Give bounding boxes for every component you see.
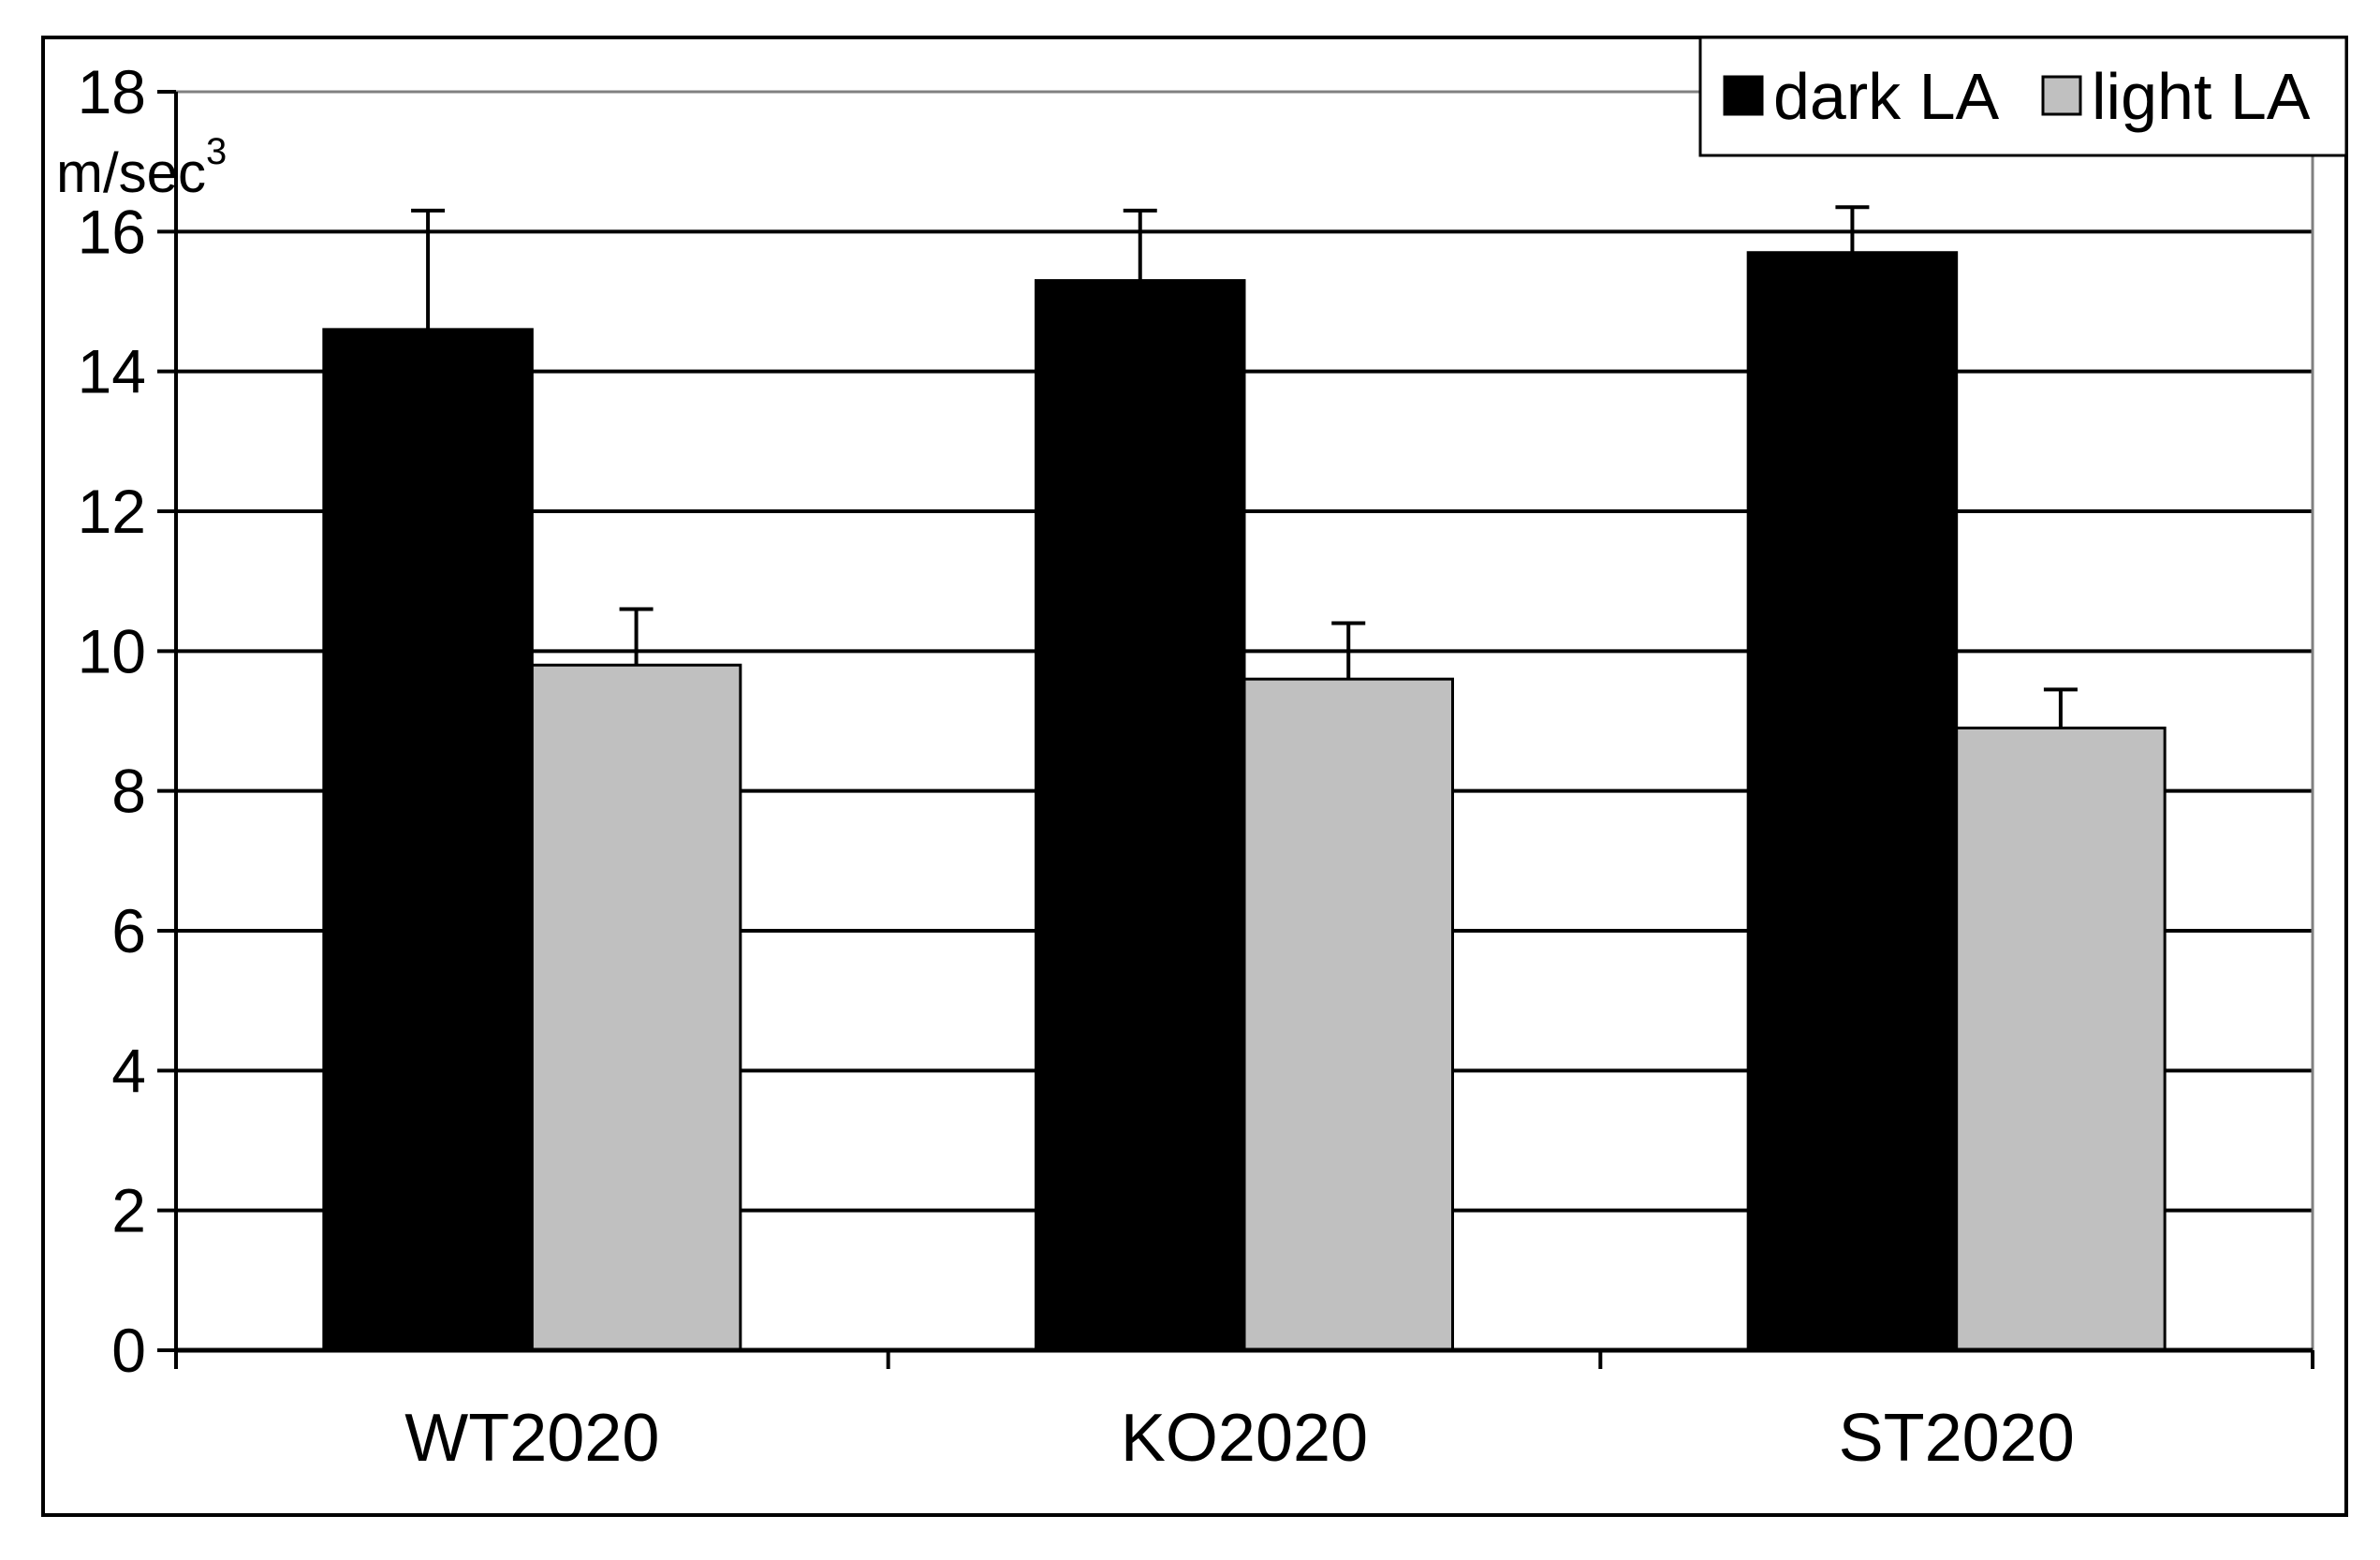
x-category-label: KO2020 [1121,1401,1368,1476]
y-unit-superscript: 3 [206,131,227,172]
legend-box [1698,36,2348,157]
y-tick-label: 8 [111,757,146,826]
legend-label: dark LA [1773,60,2000,133]
legend-swatch [2041,75,2082,116]
y-tick-label: 16 [78,197,146,266]
y-tick-label: 10 [78,616,146,685]
y-tick-label: 18 [78,57,146,126]
bar [322,328,534,1352]
x-category-label: ST2020 [1839,1401,2075,1476]
y-unit-label: m/sec3 [56,131,227,204]
y-tick-label: 14 [78,337,146,406]
y-tick-label: 2 [111,1176,146,1245]
bar [1242,677,1454,1352]
y-unit-base: m/sec [56,141,206,204]
y-tick-label: 6 [111,896,146,965]
bar [530,663,742,1352]
legend-label: light LA [2092,60,2311,133]
legend-swatch [1723,75,1764,116]
x-category-label: WT2020 [404,1401,659,1476]
y-tick-label: 12 [78,477,146,546]
y-tick-label: 0 [111,1316,146,1385]
y-tick-label: 4 [111,1036,146,1105]
axes: 0 2 4 6 8 10 12 14 16 18 WT2020 KO2020 ST2020 [78,57,2314,1476]
bar [1955,726,2167,1352]
legend: dark LA light LA [1698,36,2348,157]
bar [1035,279,1246,1352]
bar [1746,251,1959,1352]
bars [322,205,2167,1352]
